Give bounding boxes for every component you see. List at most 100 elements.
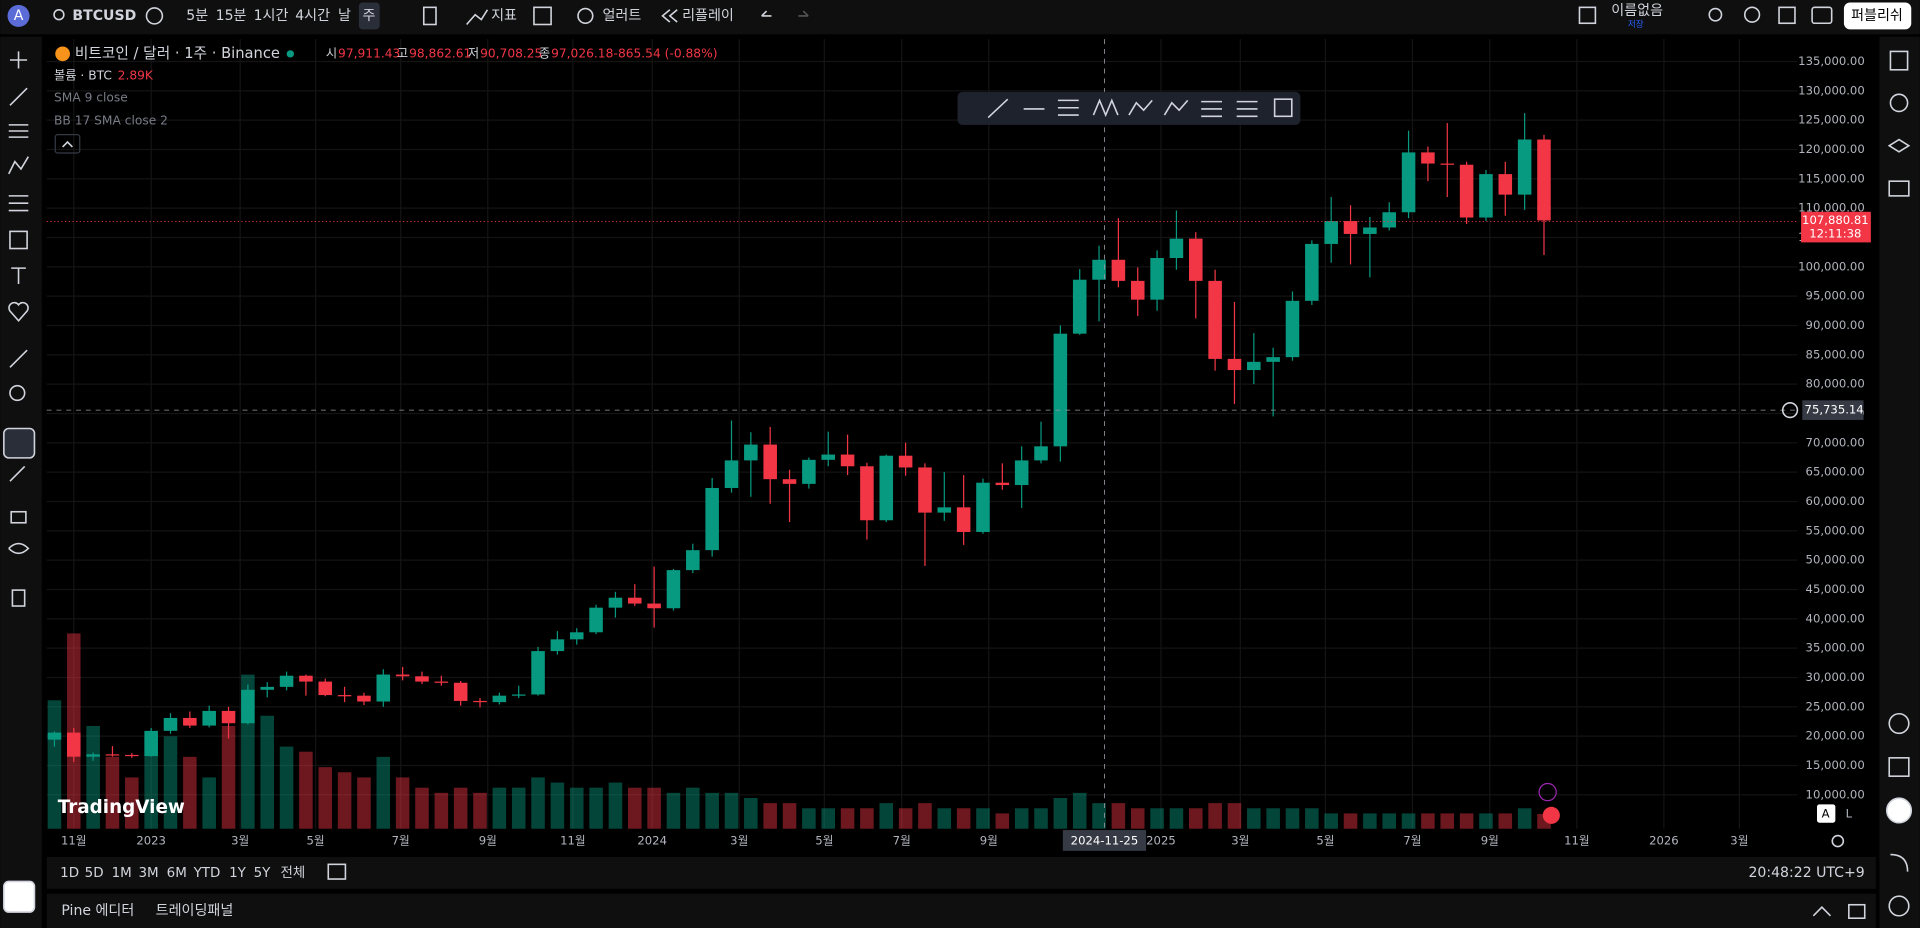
range-button[interactable]: 1Y <box>229 866 247 881</box>
draw-mode-tool[interactable] <box>9 465 26 482</box>
zoom-tool[interactable] <box>9 384 26 402</box>
add-symbol[interactable] <box>145 7 164 25</box>
ft-rect[interactable] <box>1273 98 1293 118</box>
settings[interactable] <box>1743 6 1761 23</box>
replay[interactable]: 리플레이 <box>682 8 734 24</box>
range-button[interactable]: 1M <box>112 866 132 881</box>
y-tick-label: 30,000.00 <box>1806 670 1865 684</box>
bb-indicator[interactable]: BB 17 SMA close 2 <box>54 114 168 128</box>
lock-tool[interactable] <box>10 510 27 524</box>
log-scale[interactable]: L <box>1846 807 1853 821</box>
help[interactable] <box>1888 895 1910 917</box>
candle-body <box>1034 446 1048 461</box>
redo[interactable] <box>798 10 809 17</box>
streams[interactable] <box>1890 853 1909 872</box>
watchlist-button[interactable] <box>3 880 36 913</box>
volume-bar <box>705 792 719 829</box>
range-button[interactable]: 전체 <box>281 865 306 881</box>
alerts[interactable] <box>1889 93 1909 113</box>
y-tick-label: 55,000.00 <box>1806 523 1865 537</box>
volume-bar <box>918 803 932 829</box>
quick-search[interactable] <box>1708 7 1723 22</box>
y-tick-label: 135,000.00 <box>1798 54 1865 68</box>
ft-line[interactable] <box>987 98 1009 119</box>
x-tick-label: 2024 <box>637 834 667 848</box>
ft-fib[interactable] <box>1057 99 1079 116</box>
magnet-tool[interactable] <box>3 427 36 459</box>
interval[interactable]: 날 <box>338 8 351 24</box>
volume-bar <box>956 808 971 829</box>
publish-button[interactable] <box>1843 2 1912 30</box>
measure-tool[interactable] <box>9 349 28 368</box>
shape-tool[interactable] <box>9 230 28 250</box>
range-button[interactable]: YTD <box>193 866 221 881</box>
goto-date[interactable] <box>327 863 347 880</box>
apps[interactable] <box>1885 797 1913 824</box>
chart-type-icon[interactable] <box>422 6 437 26</box>
tab-pine[interactable]: Pine 에디터 <box>61 903 134 919</box>
ft-abcd[interactable] <box>1163 99 1189 116</box>
volume-bar <box>1324 813 1338 829</box>
axis-settings[interactable] <box>1831 834 1845 848</box>
range-button[interactable]: 1D <box>60 866 79 881</box>
crosshair-tool[interactable] <box>9 51 28 69</box>
favorites-tool[interactable] <box>8 301 29 322</box>
ideas[interactable] <box>1888 712 1910 735</box>
templates-icon[interactable] <box>533 6 552 26</box>
expand-panel[interactable] <box>1812 906 1832 917</box>
interval[interactable]: 15분 <box>216 8 247 24</box>
maximize-panel[interactable] <box>1848 903 1866 920</box>
interval[interactable]: 5분 <box>186 8 208 24</box>
calendar[interactable] <box>1888 757 1910 777</box>
economic-event[interactable] <box>1542 806 1560 824</box>
ft-elliott[interactable] <box>1128 99 1153 116</box>
volume-bar <box>1227 803 1242 829</box>
forecast-tool[interactable] <box>8 195 29 212</box>
watchlist[interactable] <box>1889 50 1909 71</box>
indicators[interactable]: 지표 <box>491 8 517 24</box>
sma-indicator[interactable]: SMA 9 close <box>54 90 128 104</box>
candle-body <box>1498 174 1513 195</box>
symbol[interactable]: BTCUSD <box>72 8 136 24</box>
candle-body <box>763 444 777 480</box>
interval[interactable]: 1시간 <box>254 8 289 24</box>
interval[interactable]: 주 <box>363 8 376 24</box>
price-axis <box>1797 36 1876 829</box>
undo[interactable] <box>761 10 772 17</box>
pattern-tool[interactable] <box>8 156 30 175</box>
add-price-alert[interactable] <box>1781 401 1799 419</box>
candle-body <box>898 455 913 468</box>
range-button[interactable]: 3M <box>139 866 159 881</box>
candle-body <box>395 674 410 677</box>
avatar[interactable] <box>7 4 30 27</box>
hide-tool[interactable] <box>8 542 30 555</box>
fib-tool[interactable] <box>8 124 29 138</box>
ft-pattern[interactable] <box>1092 98 1119 118</box>
candle-body <box>1266 357 1280 362</box>
trend-line-tool[interactable] <box>9 87 28 106</box>
candle-body <box>879 455 894 521</box>
candle-body <box>1227 358 1242 371</box>
ft-forecast[interactable] <box>1201 100 1222 118</box>
range-button[interactable]: 5Y <box>254 866 272 881</box>
fullscreen[interactable] <box>1778 6 1796 25</box>
event-marker[interactable] <box>1538 782 1557 802</box>
interval[interactable]: 4시간 <box>295 8 330 24</box>
chats[interactable] <box>1888 180 1910 197</box>
alert[interactable]: 얼러트 <box>603 8 642 24</box>
delete-tool[interactable] <box>11 589 26 607</box>
screenshot[interactable] <box>1811 6 1833 25</box>
range-button[interactable]: 5D <box>85 866 104 881</box>
layout-icon[interactable] <box>1578 6 1597 25</box>
layout-name[interactable]: 이름없음 <box>1611 3 1663 19</box>
text-tool[interactable] <box>11 267 26 285</box>
collapse-legend[interactable] <box>54 134 81 154</box>
ft-range[interactable] <box>1236 100 1258 118</box>
object-tree[interactable] <box>1887 138 1911 153</box>
volume-bar <box>531 777 545 829</box>
auto-scale-box[interactable] <box>1816 804 1836 823</box>
watermark: TradingView <box>58 797 185 818</box>
tab-trading[interactable]: 트레이딩패널 <box>156 903 234 919</box>
range-button[interactable]: 6M <box>167 866 187 881</box>
